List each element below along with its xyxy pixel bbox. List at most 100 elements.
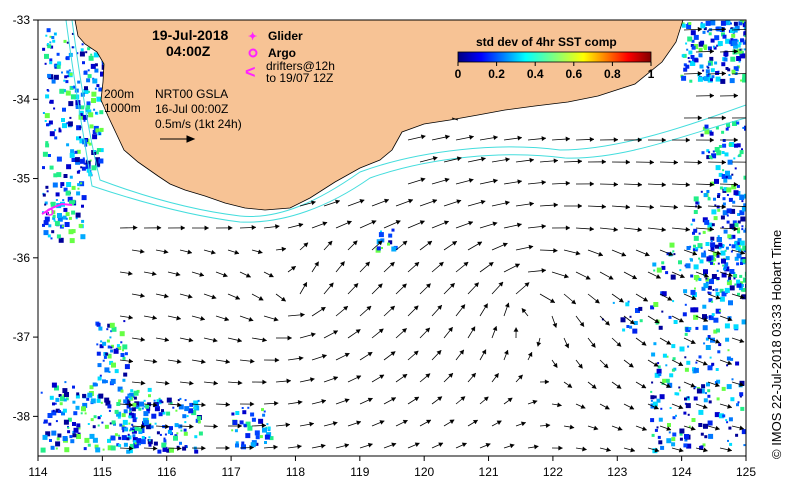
sst-pixel <box>716 379 721 384</box>
sst-pixel <box>708 196 710 199</box>
current-arrowhead <box>745 71 746 77</box>
sst-pixel <box>189 402 194 407</box>
sst-pixel <box>194 449 199 454</box>
sst-pixel <box>182 414 187 419</box>
sst-pixel <box>735 361 740 366</box>
current-arrowhead <box>443 220 449 226</box>
colorbar-tick-label: 0.8 <box>604 67 621 81</box>
sst-pixel <box>147 387 152 392</box>
sst-pixel <box>381 247 383 249</box>
current-arrowhead <box>414 442 420 447</box>
current-arrowhead <box>346 220 352 226</box>
sst-pixel <box>104 424 109 429</box>
current-arrowhead <box>661 227 667 233</box>
current-arrowhead <box>502 242 508 248</box>
sst-pixel <box>710 68 715 73</box>
sst-pixel <box>134 442 137 445</box>
sst-pixel <box>95 111 98 114</box>
sst-pixel <box>731 173 734 176</box>
current-arrowhead <box>715 294 721 300</box>
sst-pixel <box>700 40 705 45</box>
sst-pixel <box>666 355 669 358</box>
sst-pixel <box>46 43 49 45</box>
sst-pixel <box>47 89 50 92</box>
sst-pixel <box>247 425 253 431</box>
current-arrowhead <box>721 71 727 77</box>
current-arrowhead <box>262 337 268 343</box>
sst-pixel <box>693 387 696 390</box>
sst-pixel <box>63 79 66 82</box>
sst-pixel <box>98 133 101 135</box>
sst-pixel <box>45 185 49 189</box>
sst-pixel <box>139 401 144 407</box>
sst-pixel <box>693 264 699 270</box>
sst-pixel <box>53 173 58 178</box>
current-arrowhead <box>309 421 315 427</box>
current-arrowhead <box>739 425 745 431</box>
sst-pixel <box>80 234 86 240</box>
current-arrowhead <box>690 426 696 431</box>
sst-pixel <box>44 53 49 59</box>
current-arrowhead <box>488 262 494 267</box>
sst-pixel <box>83 119 86 122</box>
current-arrowhead <box>721 204 727 210</box>
current-arrowhead <box>528 244 534 250</box>
current-arrowhead <box>303 242 309 248</box>
sst-pixel <box>86 78 91 83</box>
sst-pixel <box>707 365 713 371</box>
sst-pixel <box>627 300 630 303</box>
sst-pixel <box>183 428 187 432</box>
sst-pixel <box>743 31 746 36</box>
current-arrowhead <box>408 198 414 204</box>
sst-pixel <box>652 401 658 407</box>
sst-pixel <box>734 167 737 170</box>
sst-pixel <box>56 64 61 69</box>
current-arrowhead <box>733 181 739 187</box>
sst-pixel <box>737 230 741 234</box>
sst-pixel <box>707 222 713 228</box>
sst-pixel <box>87 47 91 51</box>
current-arrowhead <box>273 444 279 450</box>
current-arrowhead <box>448 372 454 378</box>
current-arrowhead <box>268 272 274 278</box>
current-arrowhead <box>577 203 583 209</box>
colorbar-tick-label: 0 <box>455 67 462 81</box>
sst-pixel <box>159 433 162 436</box>
sst-pixel <box>72 422 76 426</box>
sst-pixel <box>63 39 67 43</box>
sst-pixel <box>722 210 728 216</box>
sst-pixel <box>174 423 179 428</box>
sst-pixel <box>696 388 702 394</box>
sst-pixel <box>118 444 122 448</box>
current-arrowhead <box>727 403 733 409</box>
sst-pixel <box>186 415 189 418</box>
sst-pixel <box>250 412 255 417</box>
sst-pixel <box>693 275 699 280</box>
sst-pixel <box>703 47 707 51</box>
sst-pixel <box>707 66 710 69</box>
current-arrowhead <box>616 341 622 347</box>
current-arrowhead <box>461 442 467 448</box>
sst-pixel <box>92 134 98 140</box>
sst-pixel <box>90 53 93 56</box>
sst-pixel <box>82 61 85 65</box>
sst-pixel <box>66 122 69 125</box>
sst-pixel <box>724 287 730 293</box>
x-tick-label: 117 <box>222 465 241 479</box>
sst-pixel <box>729 40 734 45</box>
sst-pixel <box>87 443 91 447</box>
x-tick-label: 123 <box>607 465 627 479</box>
sst-pixel <box>669 242 675 248</box>
current-arrowhead <box>649 204 655 210</box>
sst-pixel <box>739 210 745 216</box>
x-tick-label: 116 <box>157 465 176 479</box>
sst-pixel <box>692 218 696 222</box>
sst-pixel <box>107 438 111 443</box>
sst-pixel <box>69 435 73 439</box>
sst-pixel <box>388 240 393 245</box>
sst-pixel <box>74 94 80 100</box>
sst-pixel <box>157 449 162 454</box>
sst-pixel <box>96 398 101 403</box>
sst-pixel <box>121 413 126 418</box>
sst-pixel <box>184 421 187 424</box>
